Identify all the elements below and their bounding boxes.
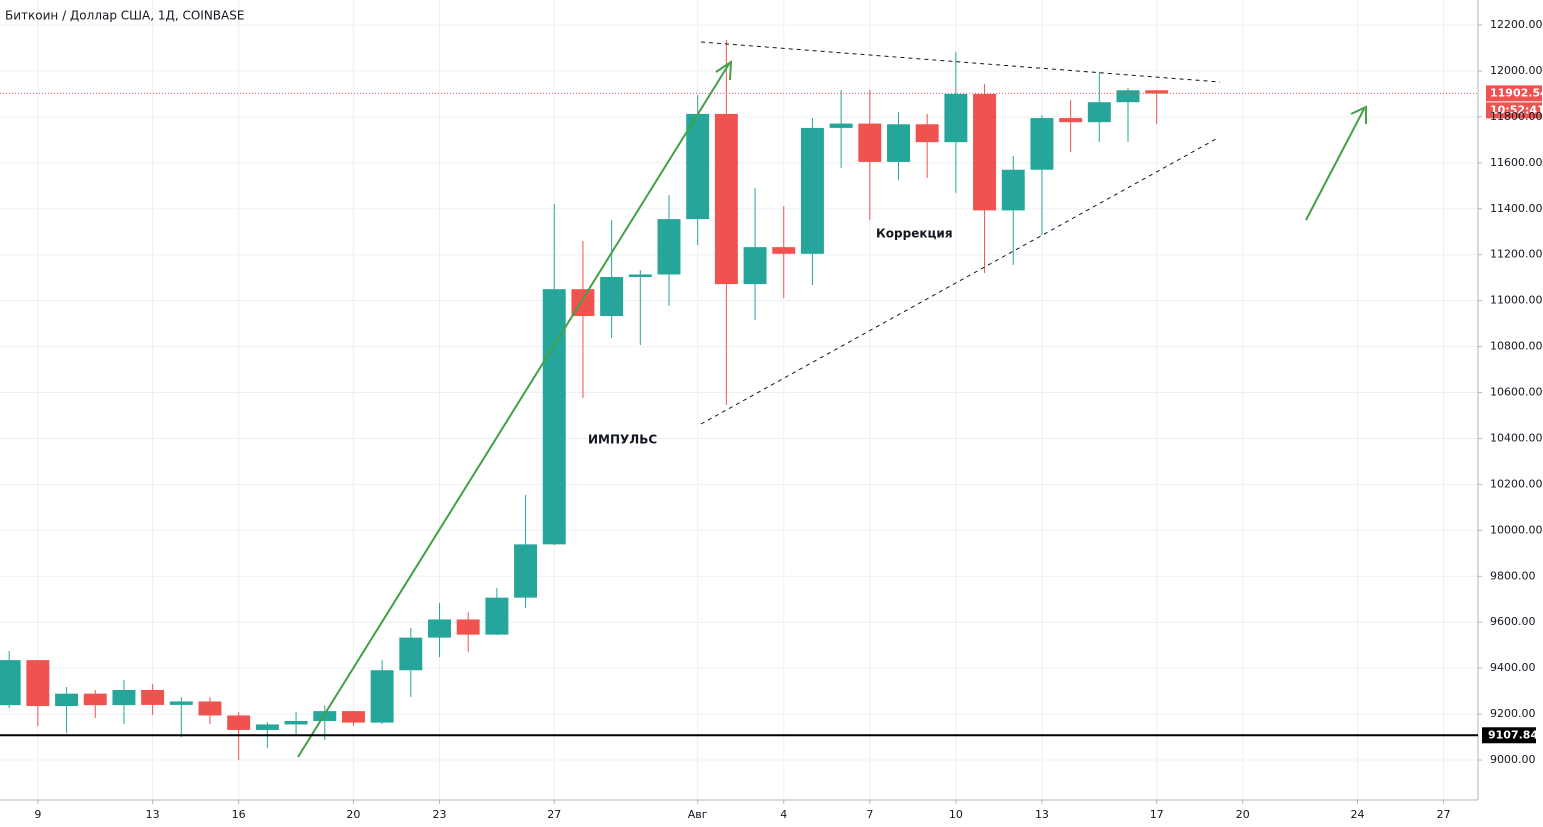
candle-body xyxy=(26,660,50,707)
candle-body xyxy=(772,247,796,254)
candle-body xyxy=(284,720,308,725)
candle-body xyxy=(657,219,681,275)
x-tick-label: 20 xyxy=(1236,808,1250,821)
countdown-label: 10:52:41 xyxy=(1490,103,1543,116)
x-tick-label: 20 xyxy=(346,808,360,821)
y-tick-label: 9600.00 xyxy=(1490,615,1536,628)
triangle-upper xyxy=(700,41,1221,83)
y-tick-label: 12200.00 xyxy=(1490,18,1543,31)
y-tick-label: 11000.00 xyxy=(1490,294,1543,307)
candle-body xyxy=(485,597,509,635)
candle-body xyxy=(686,113,710,220)
candle-body xyxy=(600,277,624,317)
candle-body xyxy=(973,93,997,211)
annotation: ИМПУЛЬС xyxy=(588,433,657,447)
candle-body xyxy=(428,619,451,638)
candle-body xyxy=(944,93,968,143)
candle-body xyxy=(370,670,394,723)
y-tick-label: 11400.00 xyxy=(1490,202,1543,215)
candle-body xyxy=(399,637,423,671)
candle-body xyxy=(83,693,107,706)
y-tick-label: 9400.00 xyxy=(1490,661,1536,674)
candle-body xyxy=(829,123,853,128)
candle-body xyxy=(112,689,136,706)
last-price-box xyxy=(1486,85,1542,102)
arrow-head xyxy=(715,60,733,81)
candle-body xyxy=(858,123,882,162)
x-tick-label: 9 xyxy=(34,808,41,821)
y-tick-label: 10800.00 xyxy=(1490,340,1543,353)
candle-body xyxy=(0,660,21,706)
candle-body xyxy=(55,693,79,707)
candle-body xyxy=(514,544,538,598)
target-arrow xyxy=(1305,108,1365,221)
candle-body xyxy=(743,247,767,285)
y-tick-label: 9800.00 xyxy=(1490,569,1536,582)
levels: 11902.54 10:52:41 9107.84 xyxy=(0,85,1543,744)
triangle-lower xyxy=(700,138,1217,425)
x-tick-label: 7 xyxy=(866,808,873,821)
impulse-arrow xyxy=(297,63,730,758)
support-label: 9107.84 xyxy=(1488,728,1538,741)
arrow-head xyxy=(1350,105,1367,124)
y-tick-label: 10000.00 xyxy=(1490,523,1543,536)
y-tick-label: 10400.00 xyxy=(1490,431,1543,444)
annotation: Коррекция xyxy=(876,227,953,241)
x-tick-label: 17 xyxy=(1150,808,1164,821)
x-tick-label: 16 xyxy=(232,808,246,821)
candle-body xyxy=(1030,118,1054,170)
candle-body xyxy=(542,289,566,545)
y-tick-label: 9000.00 xyxy=(1490,753,1536,766)
candle-body xyxy=(800,127,824,254)
y-tick-label: 11200.00 xyxy=(1490,248,1543,261)
x-tick-label: 27 xyxy=(547,808,561,821)
candle-body xyxy=(313,711,337,721)
countdown-box xyxy=(1486,102,1542,119)
candle-body xyxy=(141,689,165,705)
y-tick-label: 10600.00 xyxy=(1490,386,1543,399)
candle-body xyxy=(628,274,652,278)
x-tick-label: 4 xyxy=(780,808,787,821)
last-price-label: 11902.54 xyxy=(1490,86,1543,99)
candle-body xyxy=(1116,90,1140,103)
y-tick-label: 9200.00 xyxy=(1490,707,1536,720)
x-tick-label: Авг xyxy=(688,808,708,821)
candle-body xyxy=(227,715,251,730)
x-tick-label: 23 xyxy=(432,808,446,821)
support-box xyxy=(1482,727,1536,744)
candle-body xyxy=(1145,90,1169,94)
candle-body xyxy=(1001,169,1025,211)
candle-body xyxy=(255,724,279,730)
candle-body xyxy=(1059,118,1083,123)
candle-body xyxy=(887,124,910,162)
x-tick-label: 24 xyxy=(1351,808,1365,821)
grid xyxy=(0,0,1478,800)
y-tick-label: 11600.00 xyxy=(1490,156,1543,169)
y-tick-label: 12000.00 xyxy=(1490,64,1543,77)
candle-body xyxy=(714,113,738,285)
x-tick-label: 13 xyxy=(1035,808,1049,821)
candle-body xyxy=(456,619,480,635)
candle-body xyxy=(1087,102,1111,123)
x-tick-label: 13 xyxy=(146,808,160,821)
chart-title: Биткоин / Доллар США, 1Д, COINBASE xyxy=(5,9,244,23)
y-tick-label: 10200.00 xyxy=(1490,477,1543,490)
candle-body xyxy=(198,701,222,716)
candle-body xyxy=(169,701,193,705)
candle-body xyxy=(341,711,365,723)
y-tick-label: 11800.00 xyxy=(1490,110,1543,123)
candles xyxy=(0,39,1169,761)
x-tick-label: 27 xyxy=(1437,808,1451,821)
x-tick-label: 10 xyxy=(949,808,963,821)
candle-body xyxy=(915,124,939,143)
